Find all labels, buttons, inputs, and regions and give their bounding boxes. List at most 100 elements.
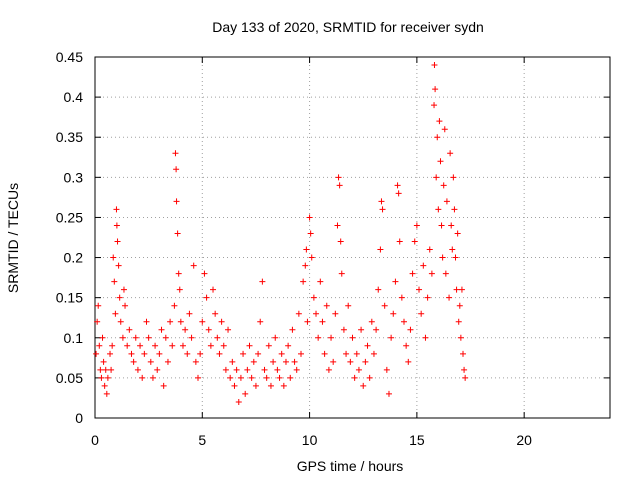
data-point: [267, 382, 274, 389]
data-point: [172, 150, 179, 157]
data-point: [458, 286, 465, 293]
data-point: [95, 302, 102, 309]
data-point: [379, 206, 386, 213]
y-axis-label: SRMTID / TECUs: [5, 183, 21, 293]
data-point: [377, 246, 384, 253]
data-point: [394, 182, 401, 189]
data-point: [220, 342, 227, 349]
data-point: [114, 238, 121, 245]
data-point: [340, 326, 347, 333]
data-point: [122, 302, 129, 309]
data-point: [313, 310, 320, 317]
data-point: [366, 374, 373, 381]
data-point: [411, 238, 418, 245]
data-point: [282, 358, 289, 365]
data-point: [338, 270, 345, 277]
data-point: [351, 374, 358, 381]
data-point: [388, 334, 395, 341]
data-point: [117, 318, 124, 325]
data-point: [407, 326, 414, 333]
data-point: [176, 286, 183, 293]
data-point: [216, 350, 223, 357]
data-point: [337, 238, 344, 245]
data-point: [343, 350, 350, 357]
data-point: [332, 310, 339, 317]
plot-frame: [94, 56, 611, 419]
data-point: [460, 350, 467, 357]
data-point: [145, 334, 152, 341]
data-point: [433, 174, 440, 181]
data-point: [280, 382, 287, 389]
data-point: [378, 198, 385, 205]
data-point: [104, 374, 111, 381]
data-point: [203, 294, 210, 301]
data-point: [167, 318, 174, 325]
data-point: [304, 318, 311, 325]
data-point: [244, 366, 251, 373]
data-point: [128, 350, 135, 357]
data-point: [461, 366, 468, 373]
data-point: [278, 350, 285, 357]
data-point: [353, 350, 360, 357]
data-point: [111, 278, 118, 285]
data-point: [422, 334, 429, 341]
data-point: [109, 342, 116, 349]
data-point: [174, 230, 181, 237]
data-point: [192, 358, 199, 365]
data-point: [188, 334, 195, 341]
data-point: [395, 190, 402, 197]
data-point: [431, 62, 438, 69]
data-points: [93, 62, 469, 405]
x-axis-label: GPS time / hours: [297, 458, 404, 474]
data-point: [110, 254, 117, 261]
data-point: [102, 366, 109, 373]
data-point: [435, 206, 442, 213]
data-point: [124, 342, 131, 349]
data-point: [398, 294, 405, 301]
y-tick-label: 0.1: [64, 330, 84, 346]
data-point: [263, 374, 270, 381]
data-point: [100, 358, 107, 365]
data-point: [456, 302, 463, 309]
data-point: [368, 318, 375, 325]
data-point: [173, 166, 180, 173]
data-point: [291, 358, 298, 365]
data-point: [381, 302, 388, 309]
x-tick-label: 5: [198, 432, 206, 448]
data-point: [252, 382, 259, 389]
data-point: [437, 158, 444, 165]
data-point: [308, 254, 315, 261]
data-point: [360, 382, 367, 389]
data-point: [303, 246, 310, 253]
data-point: [169, 342, 176, 349]
data-point: [99, 334, 106, 341]
data-point: [345, 302, 352, 309]
data-point: [418, 310, 425, 317]
data-point: [255, 350, 262, 357]
data-point: [156, 350, 163, 357]
data-point: [285, 342, 292, 349]
data-point: [94, 318, 101, 325]
data-point: [442, 270, 449, 277]
data-point: [210, 286, 217, 293]
data-point: [149, 374, 156, 381]
data-point: [413, 222, 420, 229]
data-point: [98, 374, 105, 381]
data-point: [147, 358, 154, 365]
data-point: [373, 326, 380, 333]
data-point: [362, 358, 369, 365]
data-point: [295, 310, 302, 317]
data-point: [347, 358, 354, 365]
data-point: [440, 182, 447, 189]
data-point: [134, 366, 141, 373]
data-point: [112, 310, 119, 317]
data-point: [182, 326, 189, 333]
data-point: [447, 150, 454, 157]
data-point: [97, 366, 104, 373]
data-point: [334, 222, 341, 229]
x-tick-label: 10: [302, 432, 318, 448]
data-point: [190, 262, 197, 269]
data-point: [317, 278, 324, 285]
data-point: [383, 366, 390, 373]
y-tick-label: 0.45: [56, 49, 83, 65]
